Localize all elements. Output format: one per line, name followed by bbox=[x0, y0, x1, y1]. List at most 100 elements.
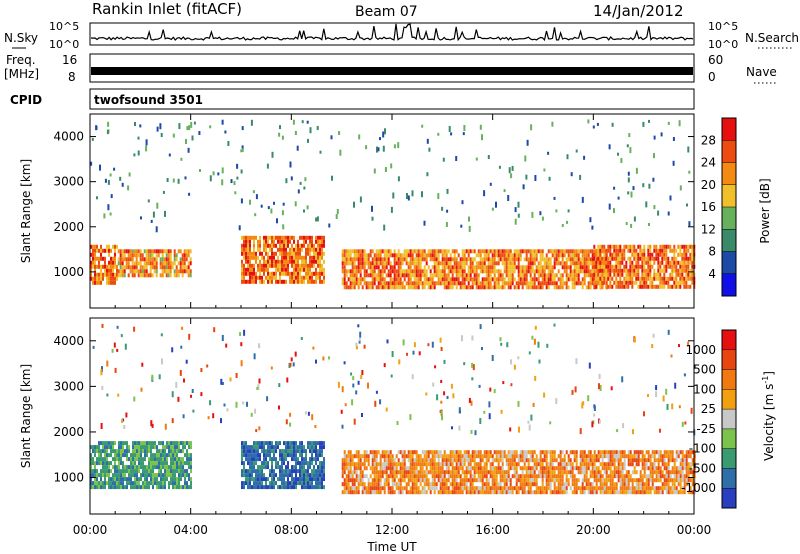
power-cell bbox=[301, 247, 303, 252]
vel-cell bbox=[611, 454, 614, 459]
power-cell bbox=[451, 281, 454, 286]
vel-cell bbox=[399, 478, 402, 483]
power-cell bbox=[435, 249, 438, 254]
vel-cell bbox=[150, 449, 152, 454]
power-cell bbox=[355, 253, 358, 258]
vel-cell bbox=[367, 454, 370, 459]
power-cell bbox=[401, 281, 404, 286]
freq-left-tick-bottom: 8 bbox=[68, 70, 76, 84]
power-cell bbox=[677, 268, 680, 273]
vel-cell bbox=[247, 469, 249, 474]
vel-cell bbox=[583, 470, 586, 475]
vel-cell bbox=[313, 469, 315, 474]
vel-cell bbox=[347, 486, 350, 491]
vel-cell bbox=[263, 453, 265, 458]
power-cell bbox=[585, 273, 588, 278]
power-cell bbox=[631, 284, 634, 289]
vel-cell bbox=[653, 450, 656, 455]
power-cell bbox=[461, 269, 464, 274]
power-scatter-cell bbox=[328, 223, 331, 228]
power-cell bbox=[116, 272, 118, 277]
power-cell bbox=[365, 285, 368, 290]
power-cell bbox=[459, 265, 462, 270]
power-cell bbox=[541, 269, 544, 274]
vel-cell bbox=[102, 449, 104, 454]
power-scatter-cell bbox=[236, 176, 239, 180]
power-cell bbox=[395, 253, 398, 258]
power-cell bbox=[565, 269, 568, 274]
vel-cell bbox=[529, 454, 532, 459]
vel-cell bbox=[343, 450, 346, 455]
power-scatter-cell bbox=[397, 142, 400, 149]
power-cell bbox=[409, 261, 412, 266]
power-cell bbox=[275, 251, 277, 256]
power-cell bbox=[671, 260, 674, 265]
vel-cell bbox=[633, 466, 636, 471]
vel-cell bbox=[269, 457, 271, 462]
vel-cell bbox=[345, 466, 348, 471]
power-cell bbox=[127, 257, 130, 262]
vel-cell bbox=[637, 490, 640, 495]
power-cell bbox=[123, 253, 126, 258]
power-cell bbox=[151, 261, 154, 266]
vel-cell bbox=[359, 466, 362, 471]
vel-cell bbox=[443, 454, 446, 459]
power-cell bbox=[167, 249, 170, 254]
vel-cell bbox=[575, 486, 578, 491]
vel-cell bbox=[273, 445, 275, 450]
power-cell bbox=[129, 269, 132, 274]
power-cell bbox=[355, 257, 358, 262]
vel-cell bbox=[120, 453, 122, 458]
power-cell bbox=[453, 281, 456, 286]
power-cell bbox=[143, 257, 146, 262]
vel-cell bbox=[293, 485, 295, 490]
vel-cell bbox=[591, 474, 594, 479]
vel-cell bbox=[585, 470, 588, 475]
power-scatter-cell bbox=[653, 153, 655, 159]
vel-cell bbox=[301, 481, 303, 486]
power-cell bbox=[477, 261, 480, 266]
power-cell bbox=[119, 253, 122, 258]
vel-cell bbox=[184, 441, 186, 446]
vel-cell bbox=[359, 482, 362, 487]
vel-cell bbox=[261, 465, 263, 470]
vel-cell bbox=[553, 470, 556, 475]
vel-cell bbox=[170, 477, 172, 482]
power-cell bbox=[343, 253, 346, 258]
vel-cell bbox=[517, 486, 520, 491]
power-cell bbox=[625, 276, 628, 281]
vel-cell bbox=[369, 486, 372, 491]
vel-cell bbox=[186, 461, 188, 466]
vel-cell bbox=[603, 482, 606, 487]
power-cell bbox=[641, 268, 644, 273]
power-cell bbox=[649, 268, 652, 273]
vel-cell bbox=[453, 454, 456, 459]
power-cell bbox=[539, 265, 542, 270]
power-cell bbox=[173, 253, 176, 258]
vel-cell bbox=[114, 469, 116, 474]
power-cell bbox=[531, 249, 534, 254]
vel-cell bbox=[285, 485, 287, 490]
vel-cell bbox=[265, 453, 267, 458]
power-cell bbox=[149, 253, 152, 258]
power-cell bbox=[303, 267, 305, 272]
vel-cell bbox=[126, 485, 128, 490]
power-cell bbox=[345, 249, 348, 254]
power-cell bbox=[255, 255, 257, 260]
power-cell bbox=[547, 265, 550, 270]
power-scatter-cell bbox=[687, 146, 690, 153]
vel-cell bbox=[607, 478, 610, 483]
vel-cell bbox=[483, 462, 486, 467]
vel-cell bbox=[164, 461, 166, 466]
power-cell bbox=[605, 264, 608, 269]
vel-cell bbox=[481, 458, 484, 463]
vel-cell bbox=[607, 486, 610, 491]
vel-cell bbox=[413, 462, 416, 467]
vel-cell bbox=[307, 477, 309, 482]
vel-cell bbox=[138, 469, 140, 474]
power-cell bbox=[389, 277, 392, 282]
vel-cell bbox=[257, 481, 259, 486]
vel-cell bbox=[631, 486, 634, 491]
power-cell bbox=[139, 269, 142, 274]
power-cell bbox=[131, 261, 134, 266]
